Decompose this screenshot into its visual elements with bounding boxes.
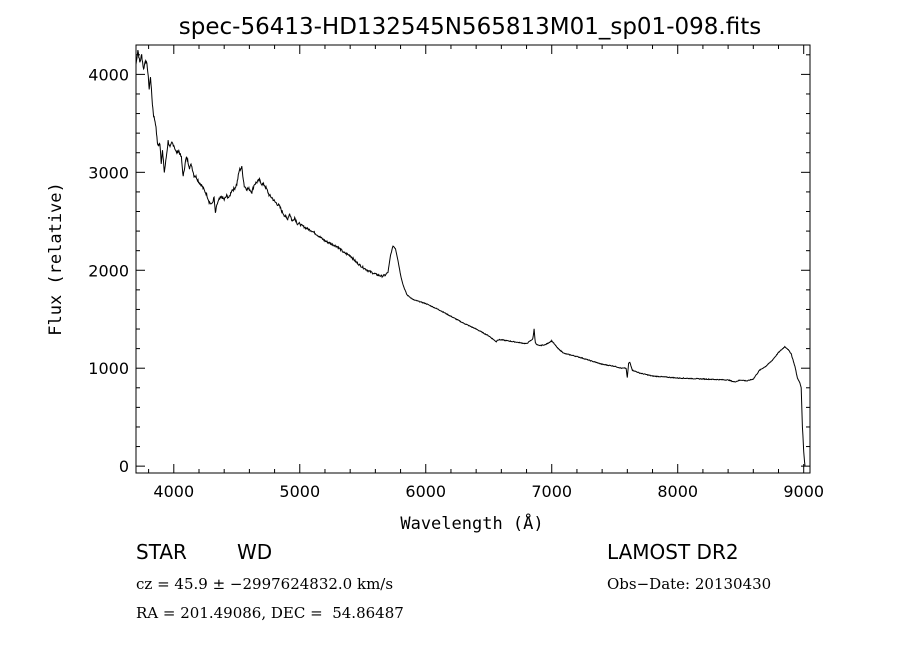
y-axis-label: Flux (relative) bbox=[46, 182, 66, 336]
x-tick-label: 6000 bbox=[405, 482, 446, 501]
object-subclass: WD bbox=[237, 540, 273, 564]
axis-ticks bbox=[136, 45, 810, 473]
x-tick-label: 9000 bbox=[783, 482, 824, 501]
x-tick-label: 8000 bbox=[657, 482, 698, 501]
x-tick-label: 7000 bbox=[531, 482, 572, 501]
y-tick-label: 2000 bbox=[88, 261, 129, 280]
coordinates-text: RA = 201.49086, DEC = 54.86487 bbox=[136, 604, 404, 622]
survey-name: LAMOST DR2 bbox=[607, 540, 739, 564]
y-tick-label: 3000 bbox=[88, 163, 129, 182]
x-tick-label: 5000 bbox=[279, 482, 320, 501]
chart-title: spec-56413-HD132545N565813M01_sp01-098.f… bbox=[179, 14, 761, 40]
y-tick-label: 4000 bbox=[88, 65, 129, 84]
x-axis-label: Wavelength (Å) bbox=[400, 512, 543, 534]
y-tick-label: 1000 bbox=[88, 359, 129, 378]
redshift-text: cz = 45.9 ± −2997624832.0 km/s bbox=[136, 575, 394, 593]
object-type: STAR bbox=[136, 540, 187, 564]
axis-tick-labels: 4000 5000 6000 7000 8000 9000 0 1000 2000 3000 400… bbox=[88, 65, 824, 501]
flux-line bbox=[135, 50, 806, 467]
obs-date-text: Obs−Date: 20130430 bbox=[607, 575, 772, 593]
y-tick-label: 0 bbox=[119, 457, 129, 476]
x-tick-label: 4000 bbox=[153, 482, 194, 501]
plot-frame bbox=[135, 44, 811, 474]
